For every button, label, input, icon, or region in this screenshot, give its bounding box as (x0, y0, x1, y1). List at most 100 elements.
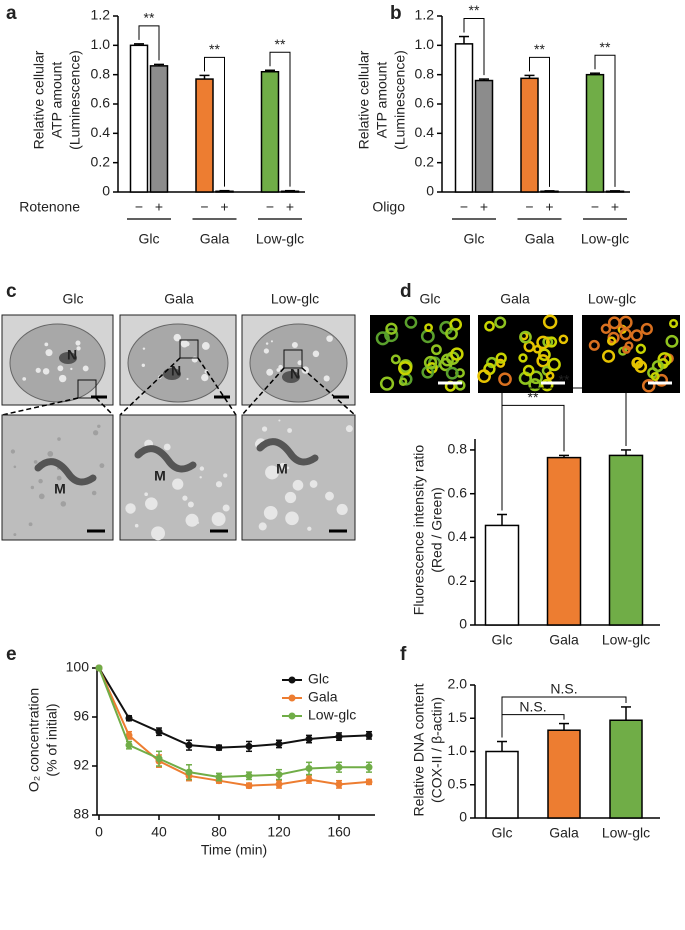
cell-spot (632, 357, 642, 367)
bar (484, 524, 520, 626)
cell-spot (398, 377, 408, 387)
cell-spot (657, 352, 672, 367)
point (365, 763, 373, 771)
cell-spot (536, 354, 550, 368)
nucleus-label: N (171, 363, 181, 379)
point (125, 741, 133, 749)
texture (28, 522, 33, 527)
texture (211, 512, 226, 527)
cell-spot (528, 378, 542, 392)
cell-spot (379, 376, 395, 391)
texture (134, 523, 139, 528)
texture (13, 533, 17, 537)
y-tick-label: 0.4 (91, 124, 111, 140)
cell-spot (650, 371, 660, 381)
point (365, 731, 373, 739)
legend-marker (288, 694, 296, 702)
vesicle (45, 349, 53, 357)
x-tick-label: − (200, 199, 208, 215)
condition-label: Low-glc (271, 291, 319, 307)
legend-label: Low-glc (308, 707, 356, 723)
bar (129, 44, 149, 193)
group-label: Glc (139, 231, 160, 247)
texture (144, 492, 148, 497)
bar (609, 719, 643, 819)
micrograph-detail (241, 414, 356, 541)
cell-spot (545, 336, 558, 348)
bar (547, 729, 581, 819)
zoom-line (241, 367, 285, 416)
texture (284, 491, 297, 504)
x-tick-label: Low-glc (602, 632, 650, 648)
nucleus-label: N (290, 366, 300, 382)
cell (9, 323, 106, 403)
point (125, 731, 133, 739)
cell-spot (630, 329, 643, 342)
x-tick-label: − (525, 199, 533, 215)
y-axis-label: (Red / Green) (429, 487, 445, 573)
cell-spot (375, 331, 390, 346)
mitochondria-label: M (276, 461, 288, 477)
cell-spot (498, 372, 512, 387)
vesicle (180, 339, 189, 348)
y-axis-label: (Luminescence) (67, 50, 83, 150)
point (275, 780, 283, 788)
texture (92, 430, 99, 436)
zoom-box (77, 379, 97, 399)
cell-spot (640, 322, 653, 336)
y-axis-label: Fluorescence intensity ratio (411, 445, 427, 616)
significance-label: ** (534, 41, 545, 57)
point (245, 782, 253, 790)
point (365, 778, 373, 786)
vesicle (44, 342, 49, 347)
zoom-line (301, 367, 356, 416)
significance-bracket (501, 387, 627, 511)
point (305, 735, 313, 743)
texture (292, 479, 304, 491)
y-tick-label: 0.8 (448, 441, 468, 457)
condition-label: Low-glc (588, 291, 636, 307)
vesicle (22, 377, 27, 381)
texture (278, 462, 287, 471)
panel-letter: a (6, 3, 17, 24)
legend-label: Gala (308, 689, 338, 705)
texture (38, 478, 43, 484)
texture (125, 503, 136, 514)
cell-spot (385, 322, 398, 335)
vesicle (142, 347, 146, 350)
x-tick-label: Gala (549, 825, 579, 841)
significance-label: ** (600, 39, 611, 55)
bar (149, 65, 169, 193)
vesicle (42, 368, 50, 375)
nucleus (163, 368, 181, 380)
cell-spot (423, 355, 438, 370)
y-axis-label: (Luminescence) (392, 50, 408, 150)
cell-spot (519, 330, 532, 344)
cell-spot (606, 336, 617, 346)
y-tick-label: 0.6 (91, 95, 111, 111)
cell-spot (454, 380, 466, 391)
texture (145, 497, 158, 510)
group-label: Gala (200, 231, 230, 247)
mitochondrion (134, 445, 197, 473)
cell-spot (529, 370, 543, 385)
texture (33, 460, 38, 464)
cell-spot (390, 354, 401, 365)
cell-spot (536, 335, 550, 350)
texture (263, 506, 278, 520)
condition-label: Gala (164, 291, 194, 307)
nucleus-label: N (67, 347, 77, 363)
nucleus (282, 371, 300, 383)
bar (454, 43, 474, 193)
mitochondrion (256, 438, 319, 466)
y-tick-label: 96 (73, 708, 89, 724)
cell-spot (495, 352, 507, 364)
cell-spot (545, 371, 555, 381)
cell-spot (439, 357, 453, 372)
y-tick-label: 0 (459, 616, 467, 632)
point (275, 740, 283, 748)
vesicle (191, 356, 198, 363)
texture (307, 526, 312, 531)
panel-letter: b (390, 3, 402, 24)
significance-label: ** (144, 10, 155, 26)
